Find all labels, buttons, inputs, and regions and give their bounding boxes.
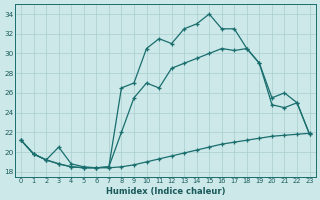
X-axis label: Humidex (Indice chaleur): Humidex (Indice chaleur) bbox=[106, 187, 225, 196]
